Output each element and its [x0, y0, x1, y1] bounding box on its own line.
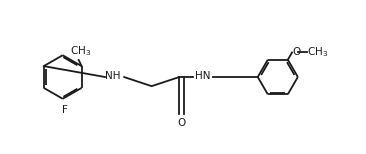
Text: HN: HN	[195, 71, 211, 81]
Text: O: O	[292, 47, 300, 57]
Text: NH: NH	[105, 71, 121, 81]
Text: CH$_3$: CH$_3$	[307, 45, 329, 59]
Text: O: O	[178, 118, 186, 128]
Text: CH$_3$: CH$_3$	[70, 45, 92, 59]
Text: F: F	[61, 105, 67, 115]
